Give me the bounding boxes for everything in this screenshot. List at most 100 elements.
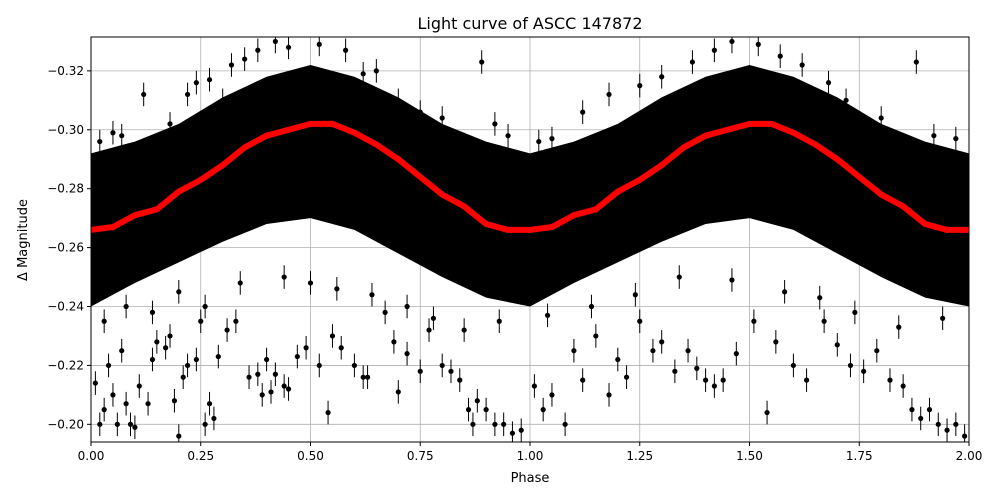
data-point [110, 130, 116, 136]
data-point [790, 362, 797, 369]
data-point [593, 333, 599, 339]
data-point [149, 309, 156, 315]
data-point [404, 303, 410, 310]
data-point [141, 91, 147, 98]
data-point [110, 392, 116, 398]
data-point [343, 47, 349, 53]
data-point [944, 427, 950, 433]
y-tick-label: −0.28 [47, 182, 84, 196]
binned-point [153, 206, 160, 213]
data-point [457, 377, 463, 383]
data-point [246, 374, 252, 380]
data-point [395, 97, 401, 103]
data-point [606, 91, 612, 98]
data-point [206, 401, 213, 407]
binned-point [548, 223, 555, 230]
data-point [755, 41, 761, 47]
data-point [492, 121, 498, 127]
data-point [953, 421, 959, 427]
data-point [852, 309, 858, 315]
binned-point [351, 129, 358, 136]
data-point [307, 280, 314, 286]
data-point [303, 345, 309, 351]
data-point [233, 318, 239, 324]
y-tick-label: −0.30 [47, 123, 84, 137]
data-point [119, 133, 125, 139]
data-point [689, 59, 696, 65]
binned-point [439, 191, 446, 198]
data-point [580, 377, 586, 383]
data-point [676, 274, 682, 280]
data-point [580, 109, 586, 115]
binned-point [680, 144, 687, 151]
data-point [803, 377, 810, 383]
data-point [417, 109, 423, 115]
data-point [127, 421, 134, 427]
data-point [171, 398, 178, 404]
x-tick-label: 0.75 [407, 449, 434, 463]
data-point [206, 77, 213, 83]
data-point [176, 433, 182, 439]
data-point [479, 59, 485, 65]
binned-point [768, 120, 775, 127]
data-point [360, 71, 366, 77]
data-point [448, 368, 454, 374]
data-point [935, 421, 941, 427]
data-point [777, 53, 783, 59]
data-point [176, 289, 182, 295]
binned-point [417, 173, 424, 180]
x-tick-label: 1.25 [626, 449, 653, 463]
x-tick-label: 0.00 [78, 449, 105, 463]
data-point [242, 56, 248, 62]
data-point [105, 362, 112, 369]
binned-point [878, 191, 885, 198]
data-point [659, 339, 665, 345]
binned-point [636, 176, 643, 183]
data-point [720, 377, 726, 383]
binned-point [395, 156, 402, 163]
data-point [202, 421, 208, 427]
binned-point [812, 141, 819, 148]
x-tick-label: 1.50 [736, 449, 763, 463]
data-point [97, 138, 103, 145]
data-point [119, 348, 125, 354]
x-tick-label: 2.00 [956, 449, 983, 463]
data-point [505, 133, 511, 139]
data-point [268, 389, 274, 395]
data-point [588, 303, 595, 310]
data-point [918, 415, 924, 422]
data-point [149, 356, 156, 363]
data-point [272, 371, 278, 377]
data-point [439, 362, 445, 369]
data-point [764, 409, 770, 416]
data-point [180, 374, 186, 380]
y-tick-label: −0.24 [47, 300, 84, 314]
binned-point [219, 162, 226, 169]
data-point [562, 421, 568, 427]
data-point [571, 348, 577, 354]
binned-point [922, 221, 929, 228]
data-point [373, 68, 379, 74]
data-point [878, 115, 884, 121]
data-point [329, 333, 336, 339]
data-point [395, 389, 401, 395]
binned-point [373, 141, 380, 148]
data-point [474, 398, 480, 404]
data-point [834, 342, 840, 348]
data-point [114, 421, 120, 427]
data-point [101, 318, 107, 324]
data-point [264, 356, 270, 363]
data-point [632, 292, 638, 298]
data-points [92, 37, 968, 442]
data-point [751, 318, 757, 324]
data-point [909, 407, 915, 413]
data-point [145, 401, 151, 407]
y-axis-label: Δ Magnitude [16, 199, 31, 281]
binned-point [241, 144, 248, 151]
data-point [637, 318, 643, 324]
data-point [334, 286, 340, 292]
data-point [193, 356, 199, 363]
x-tick-label: 1.00 [517, 449, 544, 463]
data-point [316, 362, 322, 369]
